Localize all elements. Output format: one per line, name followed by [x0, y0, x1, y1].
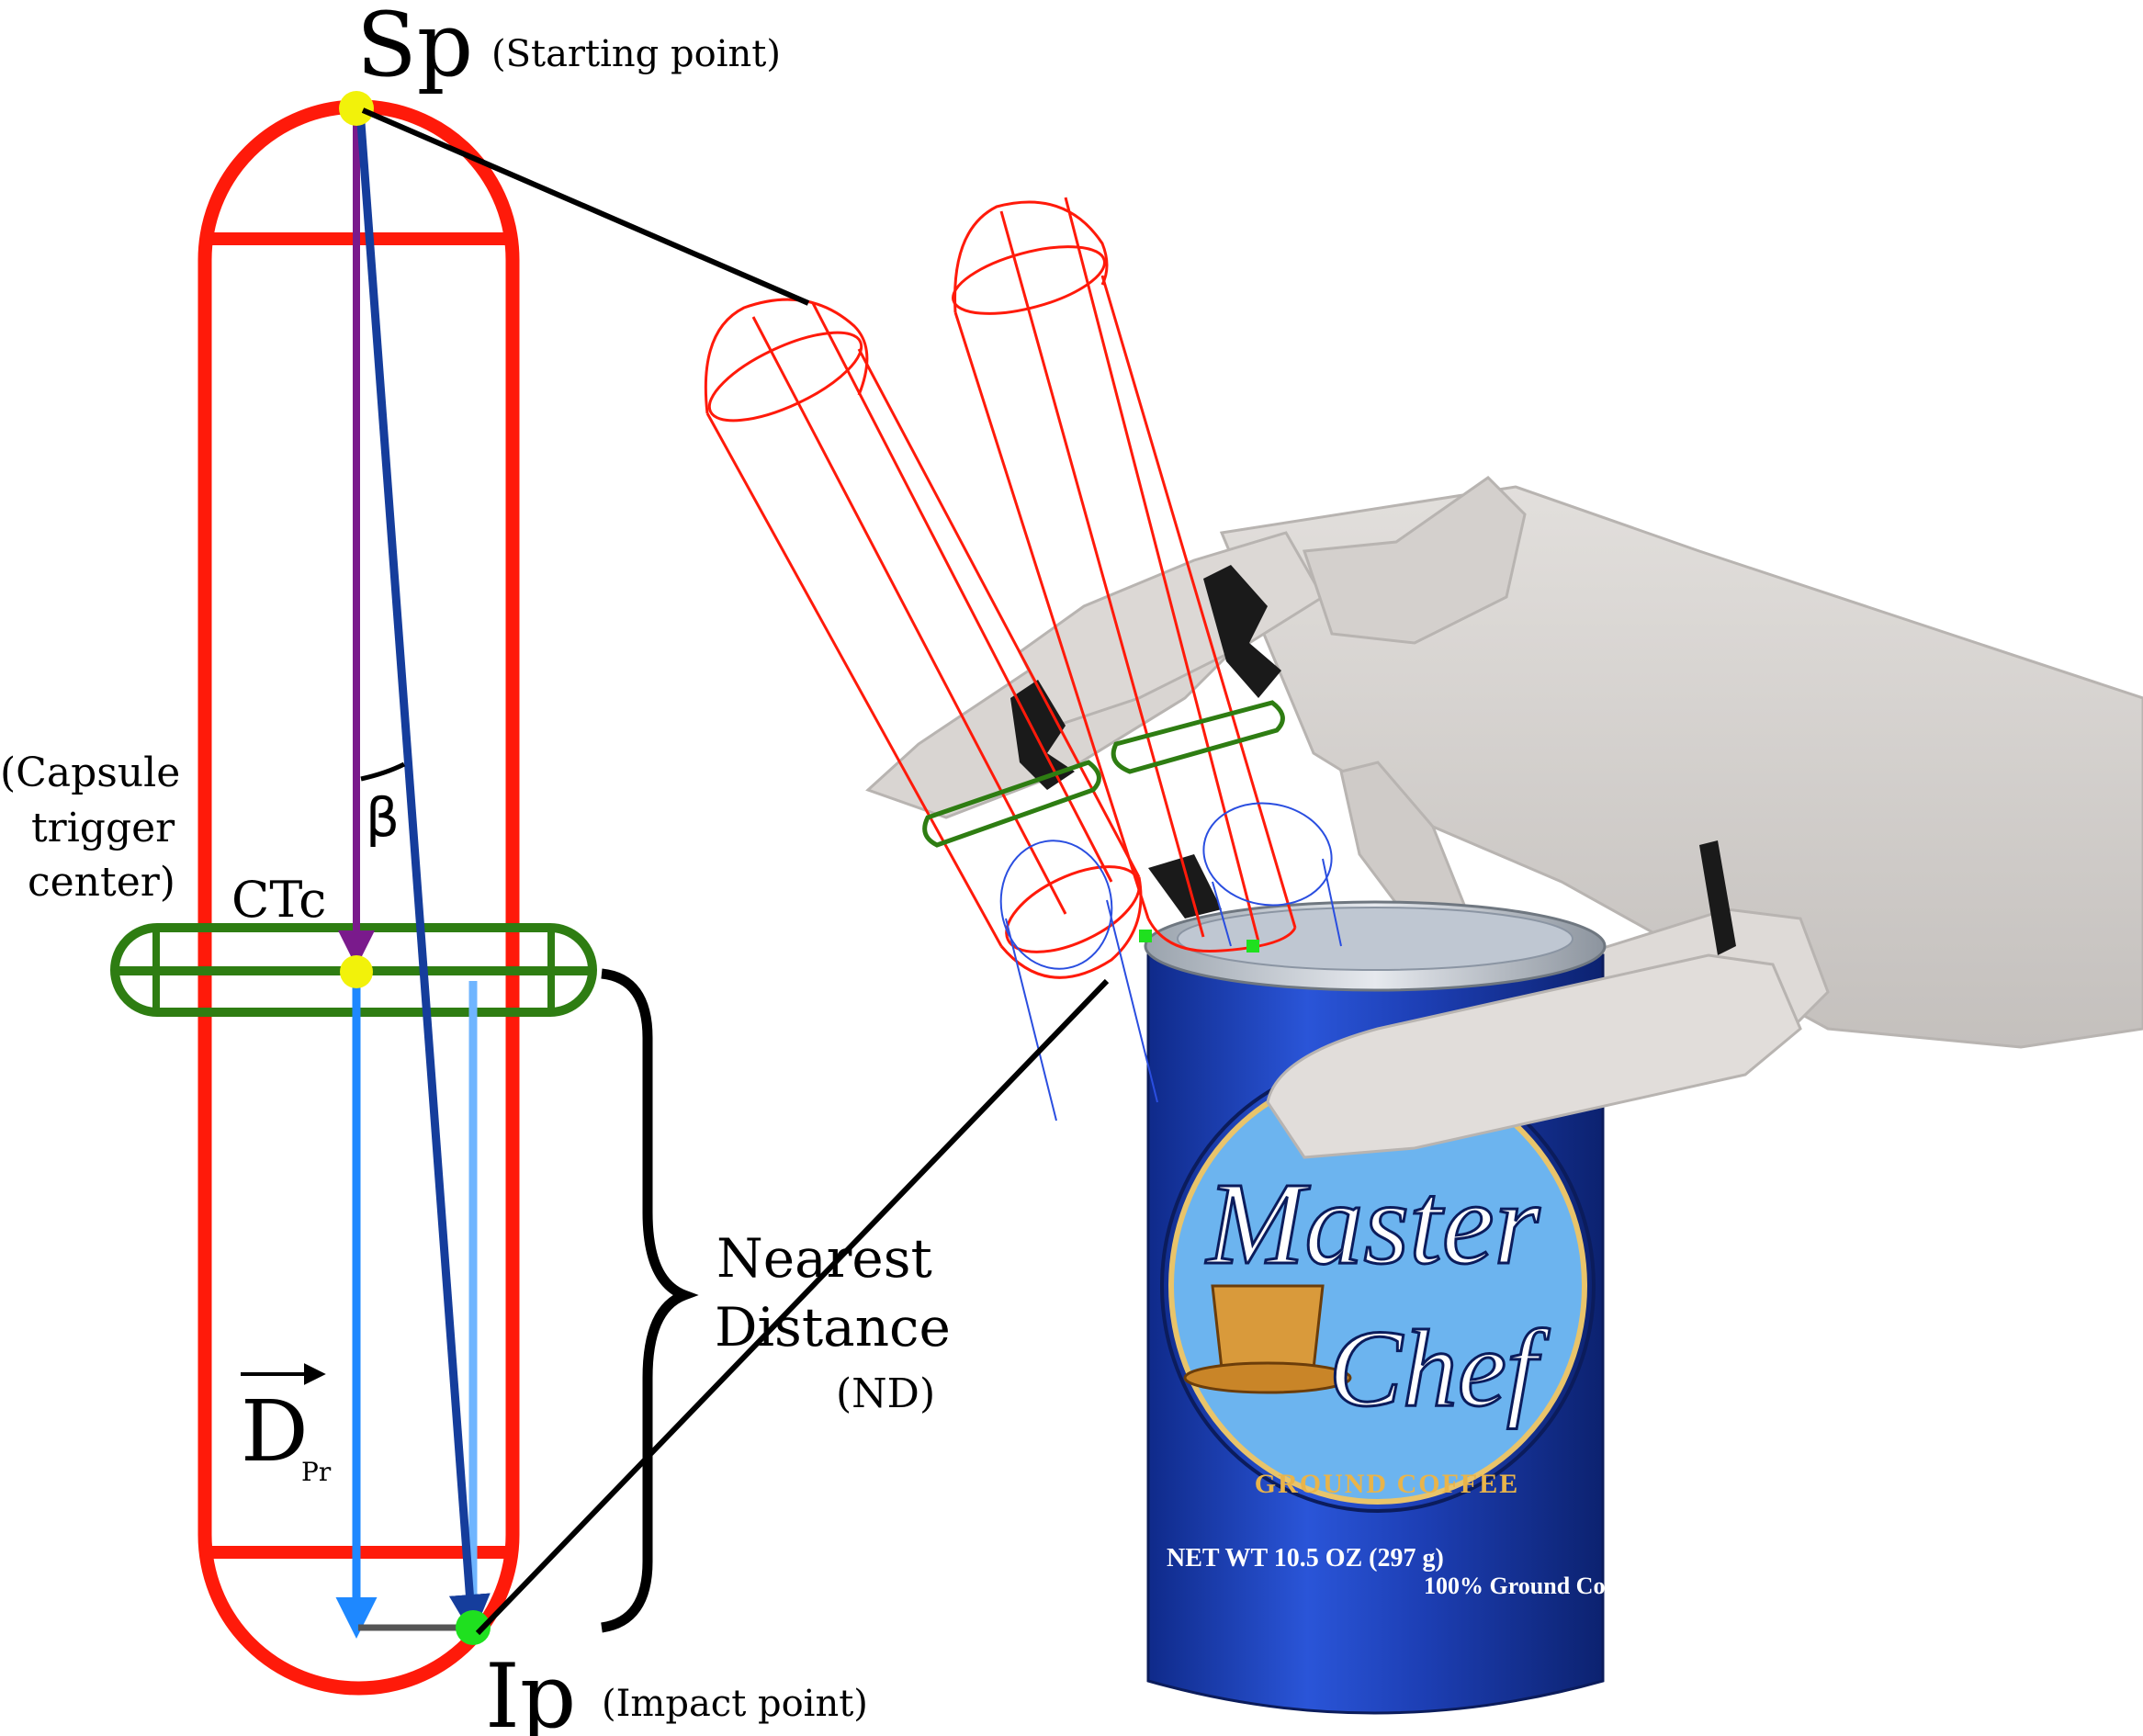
- hand-joint-gap-1: [1010, 680, 1075, 790]
- vector-sp-to-ip: [355, 109, 491, 1636]
- scene-render: Master Chef GROUND COFFEE NET WT 10.5 OZ…: [704, 197, 2143, 1715]
- label-nd-3: (ND): [836, 1370, 935, 1417]
- hand-finger-ring: [1302, 476, 1527, 645]
- wireframe-capsule-1: [704, 298, 1143, 979]
- label-beta: β: [366, 786, 400, 849]
- label-ctc-desc-2: trigger: [31, 805, 175, 851]
- can-brand-line1: Master: [1205, 1158, 1541, 1289]
- can-net-weight: NET WT 10.5 OZ (297 g): [1167, 1544, 1444, 1573]
- callout-line-top: [361, 107, 810, 306]
- can-lid-inner: [1177, 907, 1573, 971]
- nearest-distance-brace: [601, 968, 699, 1633]
- hand-joint-gap-4: [1699, 840, 1736, 955]
- can-claim: 100% Ground Coffee: [1424, 1573, 1642, 1599]
- wireframe-blue-capsules: [999, 802, 1342, 1122]
- can-saucer-icon: [1183, 1361, 1352, 1394]
- label-nd-1: Nearest: [716, 1227, 932, 1290]
- hand-joint-gap-2: [1203, 565, 1281, 698]
- ctc-point-marker: [340, 955, 373, 988]
- impact-point-marker: [456, 1610, 491, 1645]
- label-nd-2: Distance: [715, 1296, 951, 1358]
- label-ctc-desc-3: center): [28, 859, 175, 906]
- label-vector-sub: Pr: [301, 1457, 332, 1487]
- hand-thumb-front: [1266, 953, 1802, 1159]
- wireframe-capsule-2: [952, 197, 1297, 953]
- can-brand-line2: Chef: [1329, 1307, 1551, 1429]
- can-subtitle: GROUND COFFEE: [1255, 1469, 1520, 1499]
- contact-point-1: [1139, 930, 1152, 942]
- callout-line-bottom: [475, 978, 1110, 1636]
- hand-joint-gap-5: [1148, 854, 1222, 919]
- wireframe-trigger-rings: [922, 700, 1285, 848]
- label-ctc: CTc: [231, 871, 326, 929]
- starting-point-marker: [339, 91, 374, 126]
- label-ip: Ip: [485, 1645, 576, 1736]
- label-ctc-desc-1: (Capsule: [0, 750, 180, 796]
- hand-palm: [1219, 485, 2143, 1049]
- label-sp-desc: (Starting point): [491, 33, 781, 75]
- capsule-schematic: [110, 91, 699, 1696]
- label-ip-desc: (Impact point): [602, 1683, 868, 1725]
- beta-angle-arc: [360, 761, 406, 782]
- label-vector-d: D: [241, 1382, 309, 1481]
- coffee-can: Master Chef GROUND COFFEE NET WT 10.5 OZ…: [1144, 900, 1642, 1715]
- contact-point-2: [1246, 940, 1259, 953]
- label-sp: Sp: [356, 0, 473, 96]
